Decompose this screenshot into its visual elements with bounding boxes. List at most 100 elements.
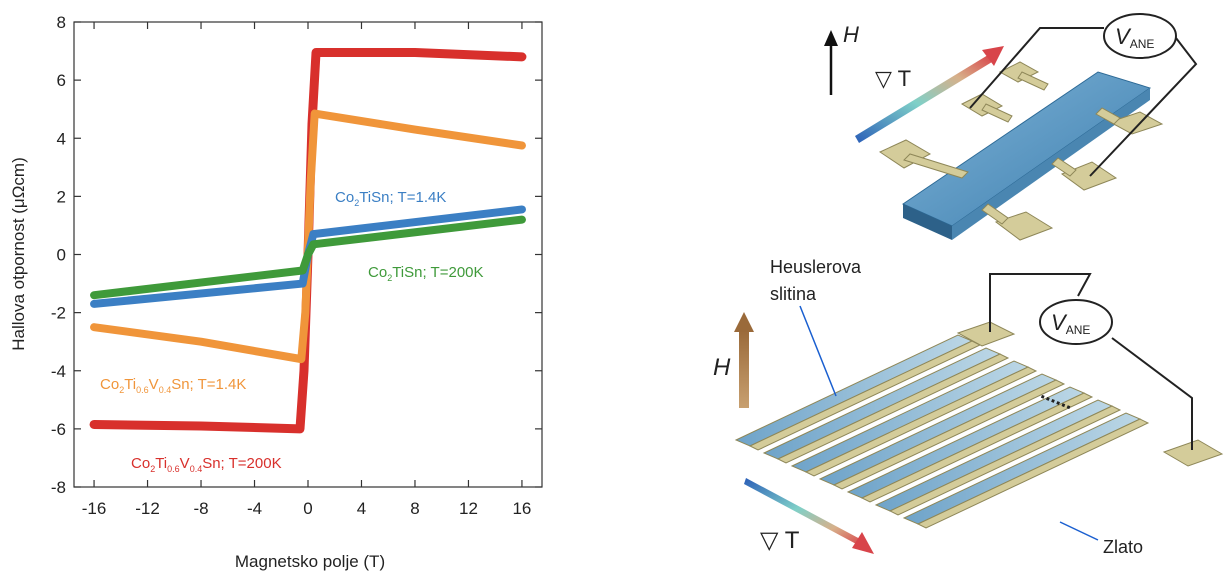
x-axis-label: Magnetsko polje (T) [235,552,385,571]
y-tick-label: -8 [51,478,66,497]
gold-strip [888,405,1122,516]
label-text: Sn; T=1.4K [171,376,246,393]
data-point [411,49,419,57]
material-label-line1: Heuslerova [770,257,862,277]
x-tick-label: 16 [512,499,531,518]
data-point [297,355,305,363]
data-point [309,230,317,238]
data-point [90,323,98,331]
voltmeter-label-bottom: V [1051,310,1068,335]
voltmeter-sub-top: ANE [1130,37,1155,51]
voltage-wires-bottom [989,273,1193,450]
x-tick-label: -12 [135,499,160,518]
label-text: Co [368,264,387,281]
label-text: Ti [124,376,136,393]
series-label: Co2TiSn; T=1.4K [335,189,446,208]
axis-ticks: -16 -12 -8 -4 0 4 8 12 16 -8 -6 -4 -2 0 2 4 6 8 [51,13,542,518]
temperature-gradient-arrow-top: ▽ T [855,46,1004,143]
data-point [300,367,308,375]
label-subscript: 2 [119,385,124,395]
voltmeter-label-top: V [1115,24,1132,49]
gold-strip [860,392,1094,503]
series-label: Co2TiSn; T=200K [368,264,484,283]
data-point [299,266,307,274]
temperature-gradient-arrow-bottom: ▽ T [744,478,874,554]
data-point [90,291,98,299]
field-label-top: H [843,22,859,47]
contact-pads-top [878,61,1164,241]
gold-strip [832,379,1066,490]
film-device-diagram: H ▽ T [824,13,1198,241]
label-subscript: 2 [354,198,359,208]
data-point [301,309,309,317]
gold-label: Zlato [1103,537,1143,557]
gradient-label-bottom: ▽ T [760,527,800,554]
label-subscript: 0.4 [190,464,203,474]
voltmeter-sub-bottom: ANE [1066,323,1091,337]
data-point [304,251,312,258]
data-point [307,178,315,186]
y-tick-label: 6 [57,71,66,90]
data-point [197,422,205,430]
x-tick-label: 12 [459,499,478,518]
gold-strip [804,366,1038,477]
data-point [299,280,307,288]
y-tick-label: -6 [51,420,66,439]
heusler-film-top [901,71,1152,227]
data-point [90,300,98,308]
x-tick-label: -8 [193,499,208,518]
svg-text:VANE: VANE [1051,310,1090,337]
label-text: V [180,455,190,472]
y-tick-label: 2 [57,187,66,206]
label-text: Ti [155,455,167,472]
label-subscript: 0.6 [136,385,149,395]
y-axis-label: Hallova otpornost (μΩcm) [9,157,28,351]
gold-strip [916,418,1150,529]
y-tick-label: -4 [51,362,66,381]
label-text: Co [131,455,150,472]
series-label: Co2Ti0.6V0.4Sn; T=1.4K [100,376,246,395]
contact-pads-bottom [956,321,1224,467]
field-arrow-bottom: H [713,312,754,408]
data-point [518,205,526,213]
voltmeter-top: VANE [1103,13,1177,59]
data-point [518,53,526,61]
data-point [90,421,98,429]
x-tick-label: -4 [247,499,262,518]
label-text: Co [335,189,354,206]
y-tick-label: 4 [57,129,66,148]
label-text: TiSn; T=200K [392,264,483,281]
label-text: Co [100,376,119,393]
data-point [518,142,526,150]
label-subscript: 0.4 [159,385,172,395]
y-tick-label: 8 [57,13,66,32]
y-tick-label: 0 [57,246,66,265]
field-label-bottom: H [713,354,731,381]
label-text: Sn; T=200K [202,455,281,472]
heusler-meander [734,334,1150,529]
field-arrow-top: H [824,22,859,95]
gradient-label-top: ▽ T [875,66,911,91]
label-subscript: 2 [150,464,155,474]
label-text: TiSn; T=1.4K [359,189,446,206]
data-point [296,425,304,433]
data-point [518,216,526,224]
data-point [311,110,319,118]
svg-text:VANE: VANE [1115,24,1154,51]
voltage-wires-top [969,27,1198,177]
label-subscript: 0.6 [167,464,180,474]
label-subscript: 2 [387,273,392,283]
x-tick-label: -16 [82,499,107,518]
gold-strip [776,353,1010,464]
x-tick-label: 8 [410,499,419,518]
y-tick-label: -2 [51,304,66,323]
series-label: Co2Ti0.6V0.4Sn; T=200K [131,455,282,474]
material-annotation: Heuslerova slitina [770,257,862,397]
data-point [197,338,205,346]
data-series [89,48,527,434]
x-tick-label: 4 [357,499,366,518]
label-text: V [149,376,159,393]
